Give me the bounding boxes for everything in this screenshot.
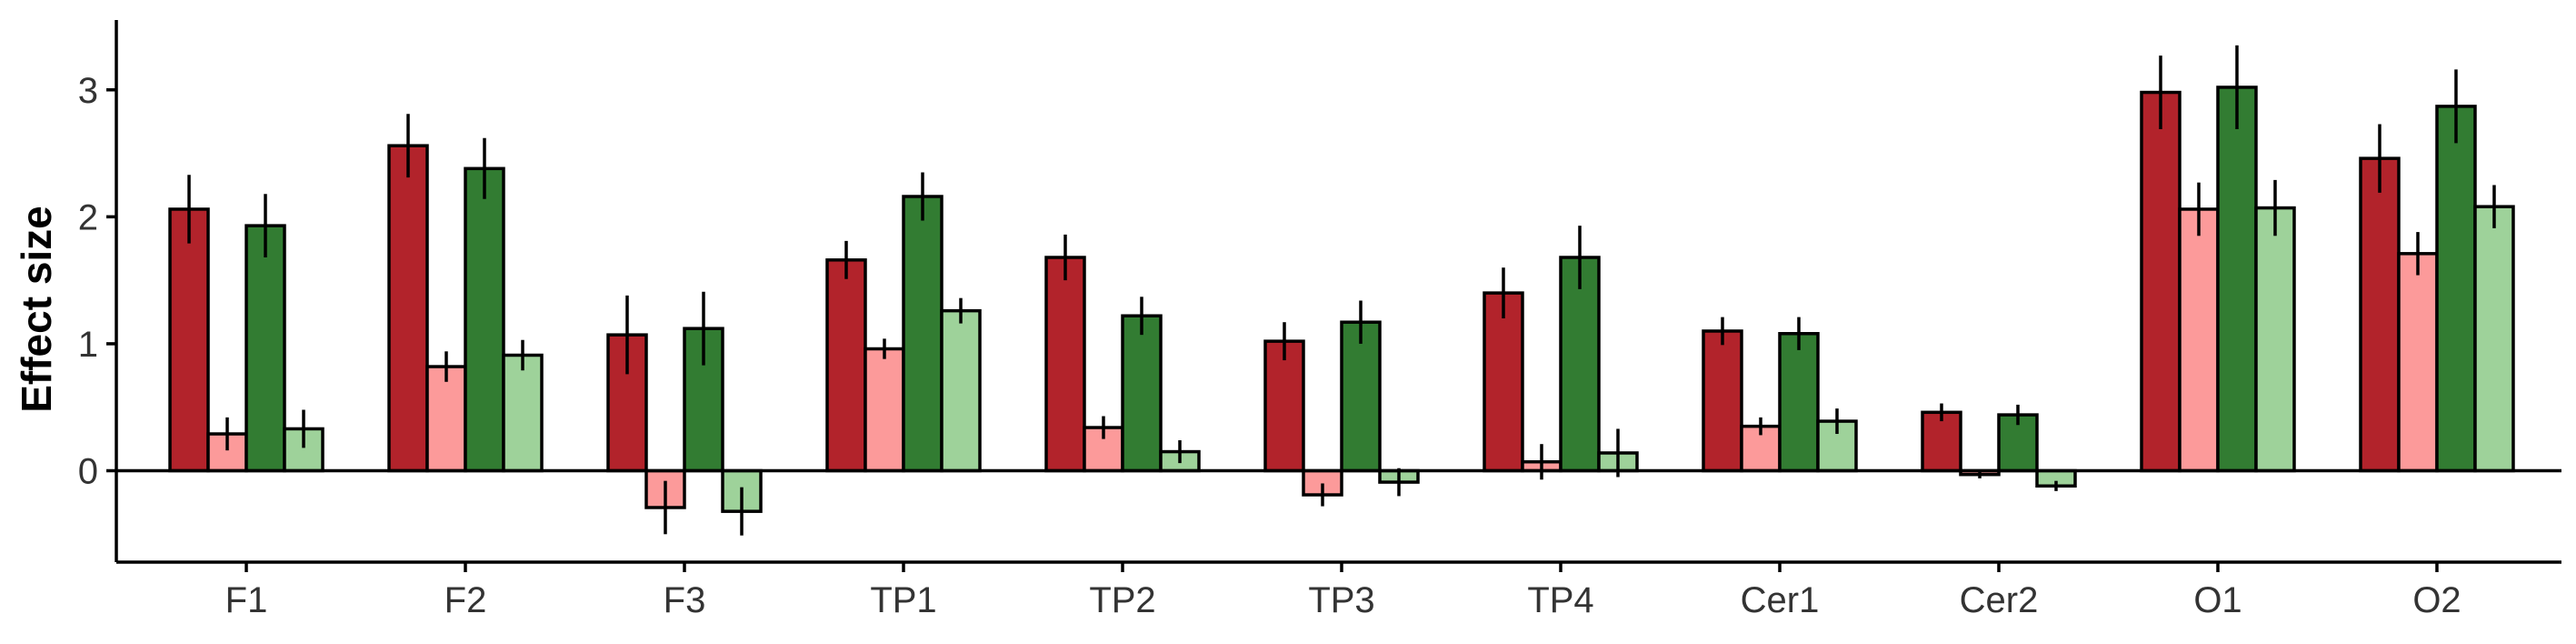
x-tick-label: O2 [2412,580,2461,620]
x-tick-label: O1 [2193,580,2242,620]
bar [1778,332,1820,473]
bar [1121,314,1163,473]
bar [1044,256,1086,473]
bar [1483,291,1524,473]
bar [902,195,944,473]
bar [245,224,286,473]
bar [1263,339,1305,473]
y-axis-ticks: 0 1 2 3 [78,71,116,492]
bar [464,166,505,473]
x-tick-label: TP3 [1308,580,1374,620]
bar [168,207,210,473]
bar [2140,90,2182,473]
error-bars-layer [187,45,2496,536]
x-axis-ticks: F1 F2 F3 TP1 TP2 TP3 TP4 Cer1 Cer2 O1 O2 [225,562,2461,620]
y-tick-label: 3 [78,71,98,111]
bar [2216,86,2258,473]
bar [940,308,982,473]
bar [1702,329,1743,473]
bar [425,365,467,473]
y-tick-label: 1 [78,325,98,365]
y-tick-label: 0 [78,452,98,492]
bar [1340,320,1382,473]
bar [2473,205,2515,473]
bar [2359,156,2401,473]
x-tick-label: F1 [225,580,268,620]
x-tick-label: Cer1 [1741,580,1820,620]
bar [2435,105,2477,473]
y-tick-label: 2 [78,197,98,237]
bar [502,353,544,473]
x-tick-label: Cer2 [1960,580,2039,620]
x-tick-label: F2 [444,580,487,620]
y-axis-title: Effect size [13,206,60,413]
bars-layer [168,86,2515,513]
x-tick-label: TP2 [1089,580,1155,620]
x-tick-label: TP4 [1527,580,1593,620]
bar [2397,252,2439,473]
x-tick-label: F3 [664,580,706,620]
bar [864,347,905,473]
bar [2254,206,2296,473]
bar [387,144,429,473]
bar [2178,207,2220,473]
x-tick-label: TP1 [870,580,936,620]
bar [825,258,867,473]
bar [1559,256,1601,473]
